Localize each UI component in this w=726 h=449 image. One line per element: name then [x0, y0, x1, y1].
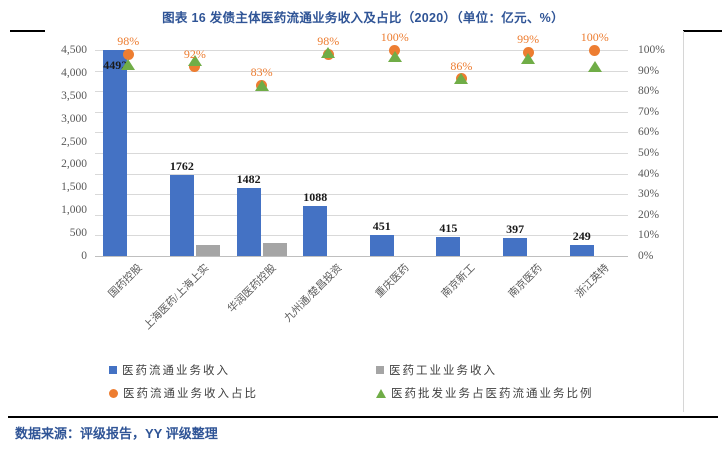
circle-marker-distribution-share — [522, 46, 534, 58]
y-right-tick-label: 100% — [638, 44, 665, 56]
bar-value-label: 415 — [439, 221, 458, 235]
legend-square-icon — [376, 366, 384, 374]
percent-value-label: 83% — [250, 65, 273, 79]
percent-value-label: 98% — [117, 34, 140, 49]
legend-circle-icon — [109, 388, 118, 398]
bar-value-label: 1482 — [236, 172, 261, 187]
chart-title: 图表 16 发债主体医药流通业务收入及占比（2020）（单位：亿元、%） — [162, 11, 564, 25]
x-axis-category-label: 南京医药 — [507, 262, 545, 301]
y-right-tick-label: 40% — [638, 167, 660, 180]
bar-pharma-distribution-revenue — [303, 206, 328, 256]
circle-marker-distribution-share — [122, 48, 134, 60]
x-axis-category-label: 重庆医药 — [373, 262, 412, 301]
y-left-tick-label: 2,000 — [61, 158, 87, 171]
y-left-tick-label: 0 — [81, 250, 87, 262]
gridline — [95, 132, 628, 134]
bar-value-label: 1762 — [169, 159, 194, 174]
y-right-tick-label: 70% — [638, 105, 660, 118]
legend-item: 医药流通业务收入 — [109, 362, 230, 378]
legend-label: 医药工业业务收入 — [389, 365, 497, 377]
triangle-marker-wholesale-ratio — [121, 58, 136, 70]
percent-value-label: 99% — [517, 32, 540, 47]
y-left-tick-label: 1,500 — [61, 181, 87, 194]
bar-value-label: 249 — [572, 228, 591, 243]
x-axis-category-label: 上海医药/上海上实 — [142, 262, 212, 332]
legend-label: 医药流通业务收入 — [122, 365, 230, 377]
bar-pharma-industry-revenue — [262, 242, 287, 256]
percent-value-label: 100% — [380, 30, 409, 44]
bar-pharma-distribution-revenue — [169, 175, 194, 256]
table-border-top-left — [10, 30, 45, 32]
y-left-tick-label: 500 — [69, 227, 87, 240]
y-right-tick-label: 10% — [638, 229, 660, 242]
legend-item: 医药流通业务收入占比 — [109, 385, 258, 401]
bar-pharma-industry-revenue — [195, 245, 220, 256]
bar-value-label: 397 — [506, 221, 525, 236]
x-axis-category-label: 九州通/楚昌投资 — [282, 262, 345, 325]
triangle-marker-wholesale-ratio — [521, 52, 536, 64]
y-right-tick-label: 50% — [638, 147, 660, 159]
bar-value-label: 451 — [372, 219, 391, 234]
legend-triangle-icon — [376, 388, 386, 398]
y-right-tick-label: 0% — [638, 250, 654, 262]
legend-label: 医药批发业务占医药流通业务比例 — [391, 388, 594, 400]
gridline — [95, 111, 628, 113]
gridline — [95, 214, 628, 216]
y-right-tick-label: 20% — [638, 208, 660, 221]
y-left-tick-label: 3,500 — [61, 89, 87, 102]
triangle-marker-wholesale-ratio — [454, 73, 469, 85]
triangle-marker-wholesale-ratio — [254, 79, 269, 91]
table-border-bottom — [8, 416, 718, 418]
x-axis-category-label: 华润医药控股 — [225, 262, 279, 316]
legend-square-icon — [109, 366, 117, 374]
combo-chart: 0 500 1,000 1,500 2,000 2,500 3,000 3,500 4,000 4… — [45, 30, 683, 412]
circle-marker-distribution-share — [389, 44, 401, 56]
bar-pharma-distribution-revenue — [103, 50, 128, 256]
gridline — [95, 153, 628, 154]
gridline — [95, 173, 628, 175]
percent-value-label: 100% — [580, 30, 609, 44]
bar-value-label: 4492 — [103, 58, 128, 73]
triangle-marker-wholesale-ratio — [187, 54, 202, 66]
bar-value-label: 1088 — [303, 190, 328, 205]
gridline — [95, 194, 628, 196]
table-border-top-right — [683, 30, 722, 32]
y-left-tick-label: 4,500 — [61, 44, 87, 56]
triangle-marker-wholesale-ratio — [587, 61, 602, 72]
table-border-right — [683, 31, 684, 412]
circle-marker-distribution-share — [589, 44, 601, 56]
percent-value-label: 92% — [183, 46, 206, 61]
gridline — [95, 235, 628, 237]
bar-pharma-distribution-revenue — [236, 188, 261, 256]
percent-value-label: 86% — [450, 58, 473, 73]
circle-marker-distribution-share — [189, 61, 201, 72]
y-right-tick-label: 90% — [638, 64, 660, 77]
gridline — [95, 50, 628, 51]
gridline — [95, 70, 628, 72]
x-axis-category-label: 浙江英特 — [573, 262, 612, 301]
x-axis-category-label: 南京新工 — [440, 262, 478, 301]
bar-pharma-distribution-revenue — [436, 237, 461, 256]
bar-pharma-distribution-revenue — [369, 235, 394, 256]
legend-label: 医药流通业务收入占比 — [123, 388, 258, 400]
y-left-tick-label: 4,000 — [61, 66, 87, 79]
y-right-tick-label: 60% — [638, 126, 660, 139]
x-axis-line — [95, 256, 628, 257]
y-right-tick-label: 80% — [638, 85, 660, 98]
bar-pharma-distribution-revenue — [569, 244, 594, 256]
gridline — [95, 91, 628, 93]
triangle-marker-wholesale-ratio — [321, 46, 336, 58]
percent-value-label: 98% — [317, 34, 340, 49]
x-axis-category-label: 国药控股 — [107, 262, 145, 301]
y-left-tick-label: 1,000 — [61, 204, 87, 217]
bar-pharma-distribution-revenue — [503, 237, 528, 256]
y-right-tick-label: 30% — [638, 188, 660, 201]
y-left-tick-label: 2,500 — [61, 135, 87, 148]
y-left-tick-label: 3,000 — [61, 112, 87, 125]
triangle-marker-wholesale-ratio — [387, 50, 402, 62]
data-source-note: 数据来源：评级报告，YY 评级整理 — [15, 426, 218, 441]
legend-item: 医药工业业务收入 — [376, 362, 497, 378]
legend-item: 医药批发业务占医药流通业务比例 — [376, 385, 594, 401]
